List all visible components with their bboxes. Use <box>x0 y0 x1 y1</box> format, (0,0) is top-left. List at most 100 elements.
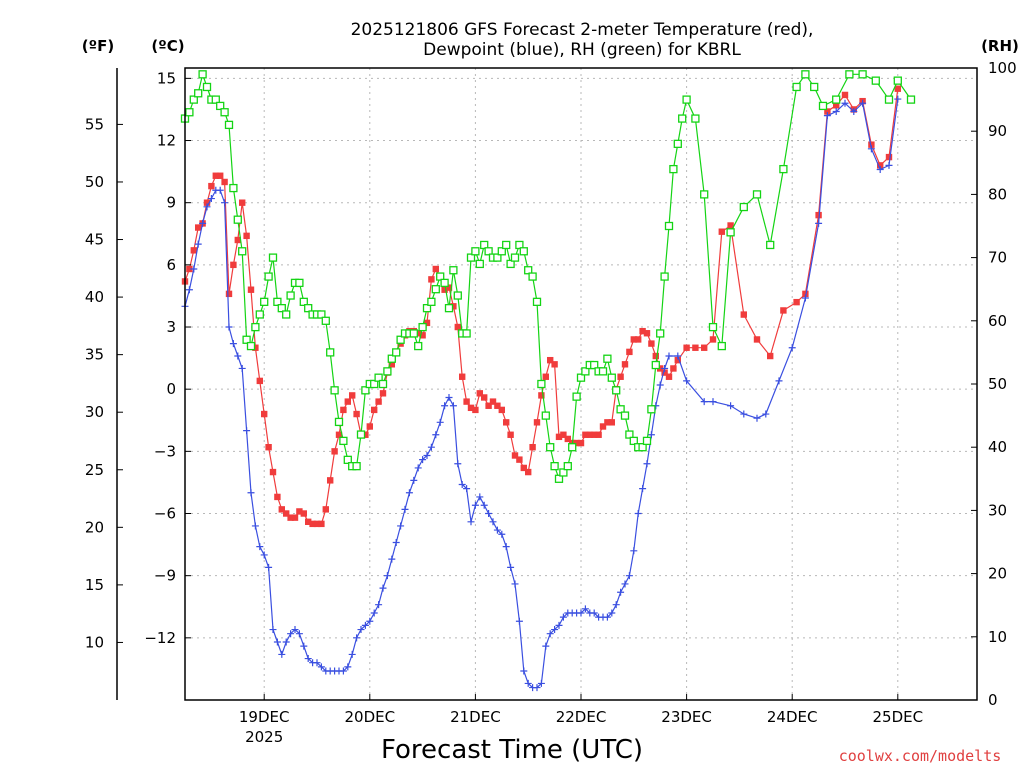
rh-point <box>656 329 665 338</box>
rh-point <box>669 164 678 174</box>
temperature-point <box>652 352 659 360</box>
temperature-point <box>885 153 893 161</box>
rh-point <box>638 443 647 452</box>
x-axis-label: Forecast Time (UTC) <box>381 735 643 765</box>
dewpoint-point <box>339 667 347 675</box>
temperature-point <box>327 477 334 484</box>
rh-point <box>383 367 392 376</box>
plot-frame <box>184 67 978 701</box>
dewpoint-point <box>533 684 541 692</box>
temperature-point <box>815 211 822 219</box>
dewpoint-point <box>876 166 884 174</box>
dewpoint-point <box>229 340 237 348</box>
chart-title: 2025121806 GFS Forecast 2-meter Temperat… <box>351 20 814 40</box>
dewpoint-point <box>392 539 400 547</box>
temperature-point <box>423 319 431 327</box>
rh-tick-label: 0 <box>988 691 998 709</box>
temperature-point <box>538 392 545 399</box>
dewpoint-point <box>709 398 717 406</box>
temperature-point <box>265 444 272 451</box>
temperature-point <box>657 365 664 372</box>
rh-point <box>664 221 674 231</box>
temperature-point <box>494 402 501 409</box>
rh-point <box>660 272 669 281</box>
dewpoint-point <box>432 431 440 439</box>
dewpoint-point <box>467 518 475 526</box>
temperature-point <box>415 330 422 337</box>
rh-point <box>625 430 634 439</box>
temperature-point <box>670 365 677 372</box>
dewpoint-point <box>454 460 462 468</box>
rh-point <box>651 360 660 370</box>
dewpoint-point <box>256 543 264 551</box>
fahrenheit-tick-label: 15 <box>85 576 104 594</box>
rh-point <box>264 272 273 281</box>
dewpoint-point <box>476 493 484 501</box>
temperature-point <box>555 433 563 441</box>
dewpoint-point <box>243 427 251 435</box>
rh-point <box>801 70 810 79</box>
temperature-point <box>459 373 466 380</box>
dewpoint-point <box>603 613 611 621</box>
rh-point <box>818 101 828 111</box>
dewpoint-point <box>449 402 457 410</box>
dewpoint-point <box>674 352 682 360</box>
temperature-point <box>577 439 585 447</box>
rh-tick-label: 100 <box>988 59 1017 77</box>
dewpoint-line <box>184 99 899 689</box>
temperature-point <box>802 290 809 298</box>
temperature-point <box>560 431 567 438</box>
rh-point <box>550 462 559 471</box>
rh-point <box>194 89 203 98</box>
temperature-point <box>626 348 633 356</box>
celsius-tick-label: 12 <box>157 132 176 150</box>
temperature-point <box>582 431 589 438</box>
dewpoint-point <box>788 344 796 352</box>
temperature-point <box>463 398 470 405</box>
temperature-point <box>481 394 488 401</box>
rh-point <box>449 266 458 275</box>
rh-tick-label: 50 <box>988 375 1007 393</box>
rh-point <box>343 455 352 464</box>
dewpoint-point <box>643 460 651 468</box>
temperature-point <box>291 514 299 521</box>
rh-point <box>871 76 880 85</box>
dewpoint-point <box>247 489 255 497</box>
rh-point <box>396 335 405 344</box>
rh-unit-label: (RH) <box>981 37 1019 55</box>
x-tick-label: 20DEC <box>345 708 396 726</box>
rh-point <box>295 278 304 288</box>
temperature-point <box>428 276 435 283</box>
rh-point <box>475 259 484 269</box>
rh-point <box>471 247 480 256</box>
dewpoint-point <box>634 510 642 518</box>
temperature-point <box>718 228 725 235</box>
celsius-tick-label: −3 <box>154 442 176 460</box>
dewpoint-point <box>859 99 867 107</box>
fahrenheit-unit-label: (ºF) <box>82 37 114 55</box>
rh-point <box>691 114 700 123</box>
dewpoint-point <box>515 617 523 625</box>
rh-point <box>682 95 691 104</box>
dewpoint-point <box>507 563 515 571</box>
dewpoint-point <box>740 410 748 418</box>
rh-point <box>858 70 867 79</box>
dewpoint-point <box>436 418 444 426</box>
rh-point <box>629 436 638 446</box>
temperature-point <box>674 356 681 364</box>
dewpoint-point <box>555 621 563 629</box>
temperature-point <box>727 222 734 229</box>
temperature-point <box>643 330 651 337</box>
temperature-point <box>824 108 831 115</box>
temperature-point <box>441 286 448 293</box>
dewpoint-point <box>419 456 427 464</box>
dewpoint-point <box>524 679 532 687</box>
celsius-tick-label: −12 <box>144 629 176 647</box>
temperature-point <box>767 352 774 360</box>
dewpoint-point <box>278 650 286 658</box>
rh-point <box>700 190 709 199</box>
rh-point <box>185 108 194 117</box>
rh-point <box>444 304 454 313</box>
temperature-point <box>740 311 747 318</box>
dewpoint-point <box>423 451 431 459</box>
